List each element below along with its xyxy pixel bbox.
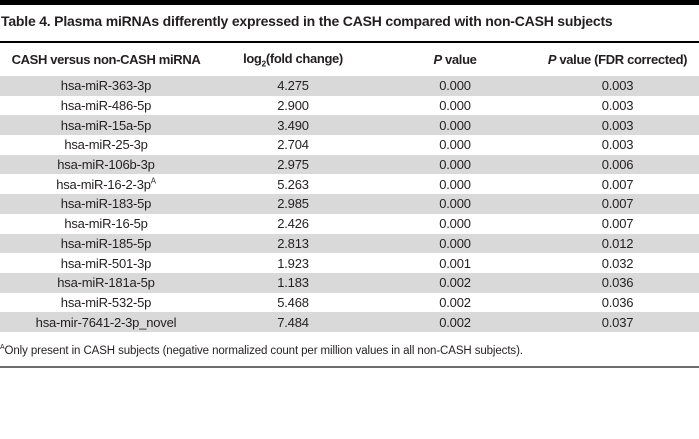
- cell-mirna: hsa-miR-15a-5p: [60, 117, 152, 133]
- table-row: hsa-miR-16-5p 2.426 0.000 0.007: [0, 214, 699, 234]
- column-header-log2-fold-change: log2(fold change): [212, 51, 374, 69]
- cell-log2-fold-change: 2.985: [277, 196, 309, 212]
- value-text: value: [441, 52, 477, 67]
- footnote-text: Only present in CASH subjects (negative …: [4, 344, 524, 357]
- cell-mirna: hsa-miR-501-3p: [60, 255, 152, 271]
- table-title: Table 4. Plasma miRNAs differently expre…: [1, 13, 613, 29]
- cell-mirna: hsa-miR-183-5p: [60, 196, 152, 212]
- cell-p-value-fdr: 0.003: [601, 137, 634, 153]
- cell-log2-fold-change: 1.183: [277, 275, 309, 291]
- p-italic: P: [547, 52, 557, 67]
- cell-mirna: hsa-miR-486-5p: [60, 98, 152, 114]
- column-header-mirna: CASH versus non-CASH miRNA: [11, 52, 201, 67]
- table-row: hsa-mir-7641-2-3p_novel 7.484 0.002 0.037: [0, 312, 699, 332]
- mirna-superscript: A: [150, 176, 156, 186]
- column-header-p-value-fdr: P value (FDR corrected): [536, 52, 699, 67]
- cell-log2-fold-change: 5.468: [277, 294, 309, 310]
- cell-mirna: hsa-miR-16-2-3pA: [56, 176, 156, 192]
- log-text: log: [243, 50, 262, 66]
- cell-mirna: hsa-mir-7641-2-3p_novel: [35, 314, 177, 330]
- footnote: AOnly present in CASH subjects (negative…: [0, 344, 699, 358]
- table-row: hsa-miR-106b-3p 2.975 0.000 0.006: [0, 154, 699, 175]
- cell-mirna: hsa-miR-106b-3p: [57, 157, 155, 173]
- table-row: hsa-miR-25-3p 2.704 0.000 0.003: [0, 135, 699, 155]
- fold-change-text: (fold change): [265, 50, 343, 66]
- cell-p-value-fdr: 0.006: [601, 157, 634, 173]
- table-header-row: CASH versus non-CASH miRNA log2(fold cha…: [0, 43, 699, 76]
- table-row: hsa-miR-15a-5p 3.490 0.000 0.003: [0, 115, 699, 136]
- cell-p-value-fdr: 0.007: [601, 196, 634, 212]
- footnote-superscript: A: [0, 344, 5, 352]
- p-italic: P: [433, 52, 442, 67]
- table-row: hsa-miR-181a-5p 1.183 0.002 0.036: [0, 272, 699, 293]
- cell-mirna: hsa-miR-16-5p: [64, 216, 148, 232]
- cell-mirna: hsa-miR-532-5p: [60, 294, 152, 310]
- log-subscript: 2: [261, 58, 267, 69]
- cell-p-value: 0.002: [439, 275, 471, 291]
- cell-p-value: 0.000: [439, 235, 471, 251]
- cell-p-value: 0.002: [439, 294, 471, 310]
- cell-p-value-fdr: 0.007: [601, 176, 634, 192]
- cell-p-value-fdr: 0.003: [601, 117, 634, 133]
- cell-p-value-fdr: 0.036: [601, 294, 634, 310]
- cell-mirna: hsa-miR-181a-5p: [57, 275, 155, 291]
- cell-p-value: 0.000: [439, 117, 471, 133]
- cell-p-value: 0.000: [439, 176, 471, 192]
- cell-p-value: 0.001: [439, 255, 471, 271]
- cell-log2-fold-change: 2.426: [277, 216, 309, 232]
- cell-log2-fold-change: 2.975: [277, 157, 309, 173]
- top-rule: [0, 0, 699, 5]
- cell-log2-fold-change: 5.263: [277, 176, 309, 192]
- cell-log2-fold-change: 7.484: [277, 314, 309, 330]
- cell-log2-fold-change: 1.923: [277, 255, 309, 271]
- cell-p-value: 0.000: [439, 216, 471, 232]
- cell-p-value-fdr: 0.003: [601, 98, 634, 114]
- table-row: hsa-miR-183-5p 2.985 0.000 0.007: [0, 194, 699, 214]
- cell-log2-fold-change: 2.704: [277, 137, 309, 153]
- table-body: hsa-miR-363-3p 4.275 0.000 0.003 hsa-miR-486…: [0, 76, 699, 332]
- cell-p-value: 0.000: [439, 137, 471, 153]
- cell-mirna: hsa-miR-363-3p: [60, 78, 152, 94]
- table-row: hsa-miR-501-3p 1.923 0.001 0.032: [0, 253, 699, 273]
- cell-p-value-fdr: 0.036: [601, 275, 634, 291]
- cell-p-value: 0.000: [439, 78, 471, 94]
- cell-p-value: 0.000: [439, 157, 471, 173]
- cell-p-value: 0.000: [439, 196, 471, 212]
- cell-p-value-fdr: 0.037: [601, 314, 634, 330]
- table-row: hsa-miR-16-2-3pA 5.263 0.000 0.007: [0, 174, 699, 194]
- title-rule: [0, 41, 699, 43]
- table-row: hsa-miR-532-5p 5.468 0.002 0.036: [0, 293, 699, 313]
- cell-log2-fold-change: 4.275: [277, 78, 309, 94]
- cell-p-value-fdr: 0.012: [601, 235, 634, 251]
- cell-p-value: 0.002: [439, 314, 471, 330]
- cell-mirna: hsa-miR-185-5p: [60, 235, 152, 251]
- table-row: hsa-miR-185-5p 2.813 0.000 0.012: [0, 233, 699, 254]
- cell-p-value: 0.000: [439, 98, 471, 114]
- cell-log2-fold-change: 2.900: [277, 98, 309, 114]
- cell-p-value-fdr: 0.007: [601, 216, 634, 232]
- cell-p-value-fdr: 0.032: [601, 255, 634, 271]
- table-row: hsa-miR-363-3p 4.275 0.000 0.003: [0, 76, 699, 96]
- cell-mirna: hsa-miR-25-3p: [64, 137, 148, 153]
- cell-log2-fold-change: 3.490: [277, 117, 309, 133]
- cell-log2-fold-change: 2.813: [277, 235, 309, 251]
- cell-p-value-fdr: 0.003: [601, 78, 634, 94]
- table-row: hsa-miR-486-5p 2.900 0.000 0.003: [0, 96, 699, 116]
- column-header-p-value: P value: [374, 52, 536, 67]
- bottom-rule: [0, 365, 699, 368]
- value-fdr-text: value (FDR corrected): [556, 52, 688, 67]
